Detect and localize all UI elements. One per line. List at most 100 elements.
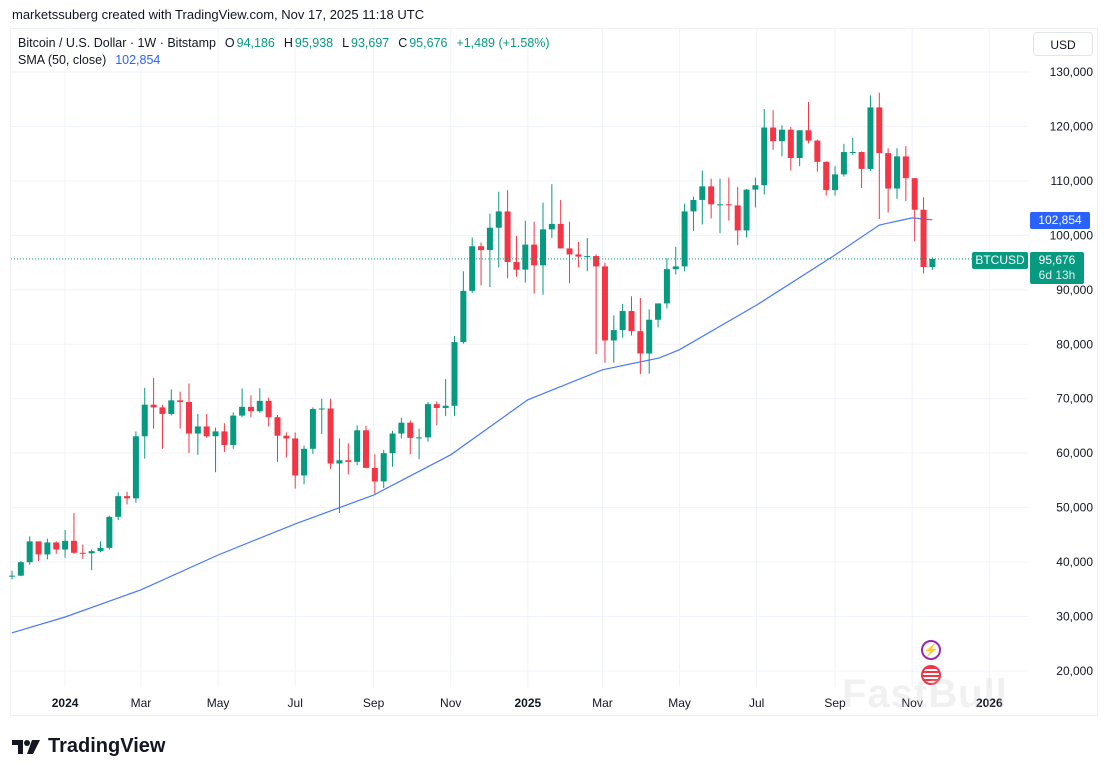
- candle: [655, 303, 662, 328]
- candle-body: [26, 541, 33, 563]
- candle-body: [451, 342, 458, 406]
- candle-body: [132, 436, 139, 499]
- candle-body: [407, 422, 414, 438]
- candle: [35, 541, 42, 561]
- sma-line: [11, 217, 933, 634]
- candle: [97, 541, 104, 553]
- candle-body: [256, 400, 263, 412]
- candle: [274, 415, 281, 462]
- candle-body: [699, 186, 706, 200]
- candle: [610, 315, 617, 363]
- candle: [354, 425, 361, 466]
- tradingview-logo[interactable]: TradingView: [12, 735, 165, 758]
- candle: [309, 407, 316, 454]
- candle-body: [610, 330, 617, 341]
- low-value: 93,697: [351, 36, 390, 50]
- candle-body: [70, 540, 77, 553]
- candle-body: [920, 209, 927, 268]
- candle-body: [177, 400, 184, 402]
- candle-body: [495, 211, 502, 228]
- y-tick-label: 40,000: [1056, 555, 1093, 569]
- low-label: L: [342, 36, 350, 50]
- candle-body: [318, 408, 325, 410]
- candle: [584, 238, 591, 272]
- candle: [380, 449, 387, 488]
- candle: [699, 170, 706, 225]
- symbol-title[interactable]: Bitcoin / U.S. Dollar · 1W · Bitstamp: [18, 36, 216, 50]
- candle: [513, 235, 520, 277]
- bar-countdown: 6d 13h: [1038, 268, 1076, 282]
- y-tick-label: 80,000: [1056, 337, 1093, 351]
- candle: [336, 438, 343, 514]
- candle: [327, 398, 334, 469]
- candle: [911, 178, 918, 242]
- candle: [433, 401, 440, 426]
- candle-body: [247, 406, 254, 412]
- candle-body: [336, 460, 343, 464]
- candle-body: [469, 246, 476, 291]
- candle: [540, 202, 546, 295]
- chart-pane[interactable]: [10, 28, 1098, 716]
- candle: [495, 191, 502, 268]
- candle-body: [832, 174, 839, 191]
- candle: [53, 541, 60, 554]
- candle-body: [548, 223, 555, 230]
- candle: [708, 178, 715, 219]
- candle: [363, 425, 369, 469]
- candle: [203, 413, 210, 438]
- sma-label[interactable]: SMA (50, close): [18, 53, 107, 67]
- candle-body: [380, 453, 387, 482]
- candle: [469, 237, 476, 294]
- y-tick-label: 60,000: [1056, 446, 1093, 460]
- candle: [486, 213, 493, 288]
- candle: [885, 148, 892, 213]
- candle-body: [194, 426, 201, 434]
- candle: [575, 241, 582, 268]
- us-flag-event-icon[interactable]: [921, 665, 941, 685]
- candle-body: [283, 435, 290, 439]
- last-price-tag: 95,676 6d 13h: [1030, 252, 1084, 284]
- symbol-tag: BTCUSD: [972, 252, 1028, 269]
- x-tick-label: Mar: [131, 696, 152, 710]
- candle-body: [35, 541, 42, 555]
- candle: [150, 378, 157, 429]
- candle-body: [823, 161, 830, 191]
- candle: [256, 388, 263, 413]
- candle: [177, 391, 184, 429]
- candle-body: [531, 244, 538, 266]
- candle: [212, 427, 219, 473]
- candle: [221, 423, 228, 453]
- sma-value: 102,854: [115, 53, 161, 67]
- candle-body: [106, 516, 113, 548]
- candle-body: [752, 185, 759, 190]
- candle-body: [628, 311, 635, 332]
- candle-body: [743, 189, 750, 231]
- candle-body: [663, 269, 670, 304]
- candle-body: [309, 409, 316, 449]
- y-tick-label: 50,000: [1056, 501, 1093, 515]
- tradingview-logo-icon: [12, 739, 40, 754]
- candle: [832, 166, 839, 196]
- x-tick-label: May: [207, 696, 230, 710]
- candle-body: [292, 438, 299, 476]
- x-tick-label: Nov: [901, 696, 922, 710]
- candle-body: [540, 229, 546, 266]
- candle: [186, 383, 192, 454]
- candle-body: [681, 211, 688, 267]
- candle-body: [88, 551, 95, 554]
- candle: [230, 412, 237, 449]
- candle-body: [849, 152, 856, 154]
- y-tick-label: 30,000: [1056, 610, 1093, 624]
- candle-body: [274, 417, 281, 436]
- candle-body: [354, 430, 361, 462]
- candle: [858, 151, 865, 188]
- ideas-lightning-icon[interactable]: ⚡: [921, 640, 941, 660]
- candle: [398, 417, 405, 439]
- candle-body: [655, 303, 662, 320]
- y-tick-label: 70,000: [1056, 392, 1093, 406]
- currency-button[interactable]: USD: [1033, 32, 1093, 56]
- candle: [566, 221, 573, 284]
- candle: [646, 309, 653, 374]
